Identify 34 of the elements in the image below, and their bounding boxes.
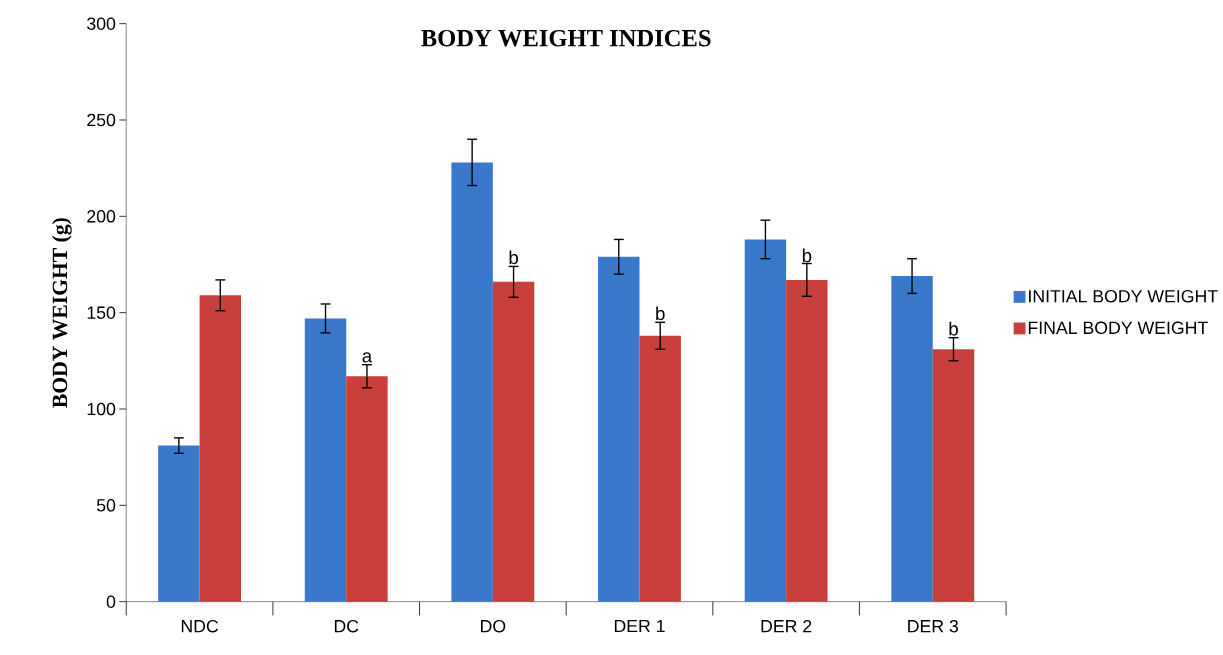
x-tick-label: NDC	[181, 619, 219, 633]
chart-title: BODY WEIGHT INDICES	[421, 29, 711, 47]
annotation: b	[949, 321, 958, 336]
bar	[639, 335, 681, 602]
bar	[158, 445, 200, 602]
bar	[932, 349, 975, 602]
y-tick-label: 100	[87, 402, 116, 416]
bar	[451, 162, 493, 602]
bar	[891, 276, 933, 602]
y-tick-label: 50	[96, 499, 116, 512]
bar	[786, 279, 828, 602]
x-tick-label: DER 3	[908, 619, 959, 633]
annotation: a	[362, 352, 373, 363]
x-tick-label: DO	[481, 619, 506, 633]
annotation: b	[509, 250, 518, 265]
bar	[199, 295, 242, 602]
bar	[304, 318, 347, 602]
bar	[598, 256, 640, 602]
legend-label: INITIAL BODY WEIGHT	[1029, 289, 1218, 303]
x-tick-label: DC	[334, 619, 359, 633]
annotation: b	[656, 306, 665, 321]
bar	[492, 281, 535, 602]
annotation: b	[802, 248, 812, 263]
y-tick-label: 150	[87, 306, 116, 319]
y-axis-title: BODY WEIGHT (g)	[51, 218, 72, 408]
y-tick-label: 300	[87, 17, 116, 30]
bar	[744, 239, 787, 602]
x-tick-label: DER 1	[614, 619, 665, 633]
y-tick-label: 0	[106, 595, 116, 608]
bar	[346, 376, 388, 602]
y-tick-label: 200	[87, 210, 116, 223]
y-tick-label: 250	[87, 113, 116, 127]
x-tick-label: DER 2	[761, 619, 812, 633]
legend-label: FINAL BODY WEIGHT	[1028, 321, 1208, 335]
